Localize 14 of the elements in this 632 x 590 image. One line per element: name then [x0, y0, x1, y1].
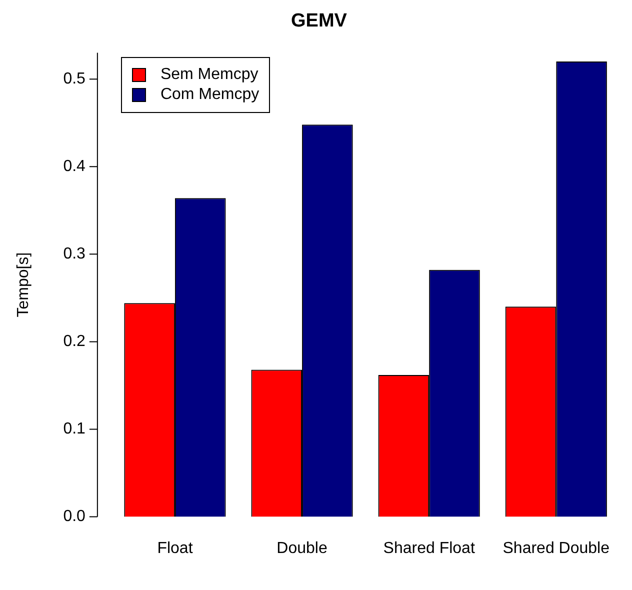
chart-title: GEMV	[291, 10, 348, 32]
legend-label: Com Memcpy	[160, 86, 260, 104]
y-tick-label: 0.4	[63, 158, 86, 176]
y-axis-title: Tempo[s]	[15, 252, 32, 318]
y-tick-label: 0.3	[63, 246, 86, 263]
legend-label: Sem Memcpy	[160, 66, 258, 84]
x-tick-label: Shared Double	[502, 540, 610, 557]
y-tick-label: 0.0	[63, 508, 86, 526]
y-tick-label: 0.1	[63, 420, 86, 438]
y-tick-label: 0.2	[63, 333, 86, 350]
x-tick-label: Shared Float	[383, 540, 476, 557]
x-tick-label: Float	[157, 540, 194, 557]
x-tick-label: Double	[276, 540, 328, 557]
y-tick-label: 0.5	[63, 70, 86, 88]
